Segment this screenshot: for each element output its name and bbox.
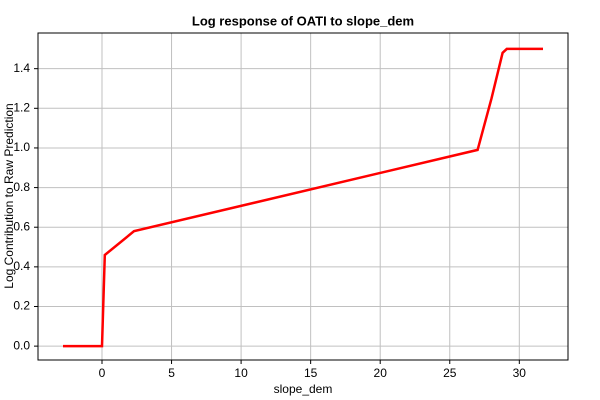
x-tick-label: 20 <box>374 366 388 380</box>
x-axis-label: slope_dem <box>274 382 333 396</box>
y-tick-label: 0.2 <box>13 299 30 313</box>
data-line <box>63 47 543 348</box>
y-tick-label: 0.4 <box>13 259 30 273</box>
plot-frame <box>37 32 569 361</box>
x-tick-label: 25 <box>443 366 457 380</box>
y-tick-label: 1.4 <box>13 61 30 75</box>
y-tick-label: 0.6 <box>13 219 30 233</box>
x-tick-label: 30 <box>513 366 527 380</box>
x-tick-label: 0 <box>99 366 106 380</box>
y-tick-label: 1.0 <box>13 140 30 154</box>
y-tick-label: 1.2 <box>13 100 30 114</box>
y-axis-label: Log Contribution to Raw Prediction <box>2 103 16 288</box>
y-tick-label: 0.8 <box>13 180 30 194</box>
chart-title: Log response of OATI to slope_dem <box>192 13 414 28</box>
x-tick-label: 15 <box>304 366 318 380</box>
x-tick-label: 5 <box>168 366 175 380</box>
y-tick-label: 0.0 <box>13 338 30 352</box>
x-tick-label: 10 <box>234 366 248 380</box>
